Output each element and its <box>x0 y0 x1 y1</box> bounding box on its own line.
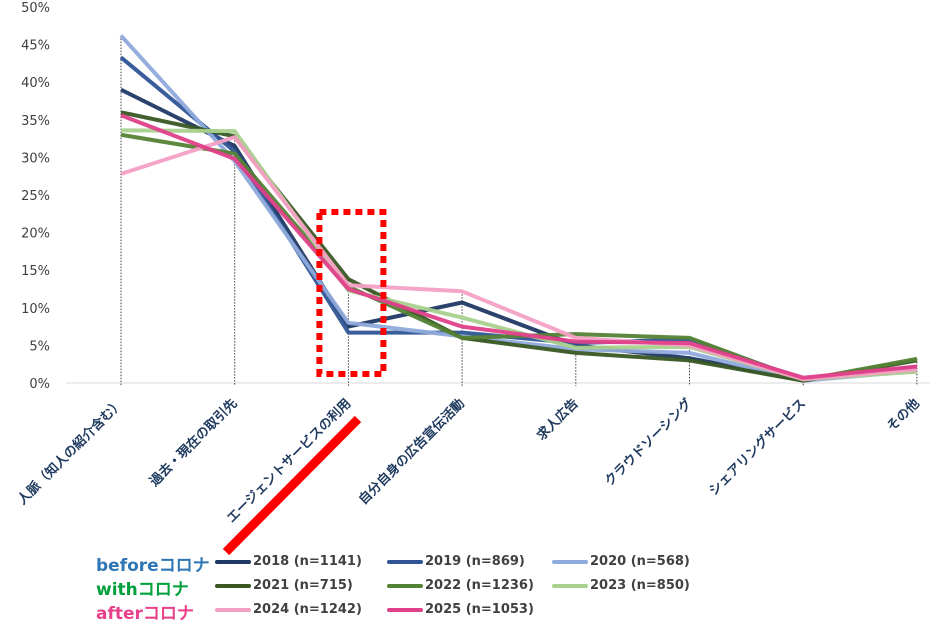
series-line <box>120 113 918 380</box>
legend-entry-label: 2025 (n=1053) <box>425 602 534 617</box>
legend-entry: 2019 (n=869) <box>387 554 525 569</box>
highlight-underline <box>222 415 362 556</box>
y-tick-label: 15% <box>21 264 50 279</box>
y-tick-label: 25% <box>21 189 50 204</box>
legend-entry-label: 2022 (n=1236) <box>425 578 534 593</box>
legend-swatch <box>215 583 251 588</box>
legend-entry: 2021 (n=715) <box>215 578 353 593</box>
x-category-label: その他 <box>884 396 923 435</box>
x-category-label: シェアリングサービス <box>706 396 809 499</box>
legend-entry: 2022 (n=1236) <box>387 578 534 593</box>
legend-group-label: afterコロナ <box>96 604 194 624</box>
legend-swatch <box>215 559 251 564</box>
legend-swatch <box>387 559 423 564</box>
y-tick-label: 10% <box>21 302 50 317</box>
y-tick-label: 50% <box>21 1 50 16</box>
legend-swatch <box>387 607 423 612</box>
y-tick-label: 35% <box>21 114 50 129</box>
legend-entry: 2024 (n=1242) <box>215 602 362 617</box>
highlight-box <box>316 209 387 377</box>
x-category-label: 求人広告 <box>534 396 582 444</box>
legend: beforeコロナ 2018 (n=1141) 2019 (n=869) 2020 (… <box>0 546 940 624</box>
y-tick-label: 30% <box>21 151 50 166</box>
legend-group-label: beforeコロナ <box>96 556 210 576</box>
legend-entry-label: 2020 (n=568) <box>590 554 690 569</box>
legend-swatch <box>387 583 423 588</box>
legend-entry: 2020 (n=568) <box>552 554 690 569</box>
x-category-label: エージェントサービスの利用 <box>224 396 355 527</box>
y-tick-label: 0% <box>29 377 50 392</box>
y-tick-label: 45% <box>21 39 50 54</box>
legend-entry-label: 2019 (n=869) <box>425 554 525 569</box>
legend-entry: 2023 (n=850) <box>552 578 690 593</box>
legend-swatch <box>552 583 588 588</box>
legend-entry-label: 2018 (n=1141) <box>253 554 362 569</box>
legend-entry-label: 2021 (n=715) <box>253 578 353 593</box>
legend-entry: 2018 (n=1141) <box>215 554 362 569</box>
y-tick-label: 40% <box>21 76 50 91</box>
series-line <box>119 34 918 383</box>
legend-swatch <box>215 607 251 612</box>
x-category-label: 自分自身の広告宣伝活動 <box>355 396 467 508</box>
legend-group-label: withコロナ <box>96 580 189 600</box>
legend-entry: 2025 (n=1053) <box>387 602 534 617</box>
x-category-label: 過去・現在の取引先 <box>146 396 241 491</box>
y-tick-label: 5% <box>29 339 50 354</box>
legend-swatch <box>552 559 588 564</box>
legend-entry-label: 2024 (n=1242) <box>253 602 362 617</box>
x-category-label: 人脈（知人の紹介含む） <box>14 396 126 508</box>
legend-entry-label: 2023 (n=850) <box>590 578 690 593</box>
x-category-label: クラウドソーシング <box>601 396 695 490</box>
y-tick-label: 20% <box>21 227 50 242</box>
